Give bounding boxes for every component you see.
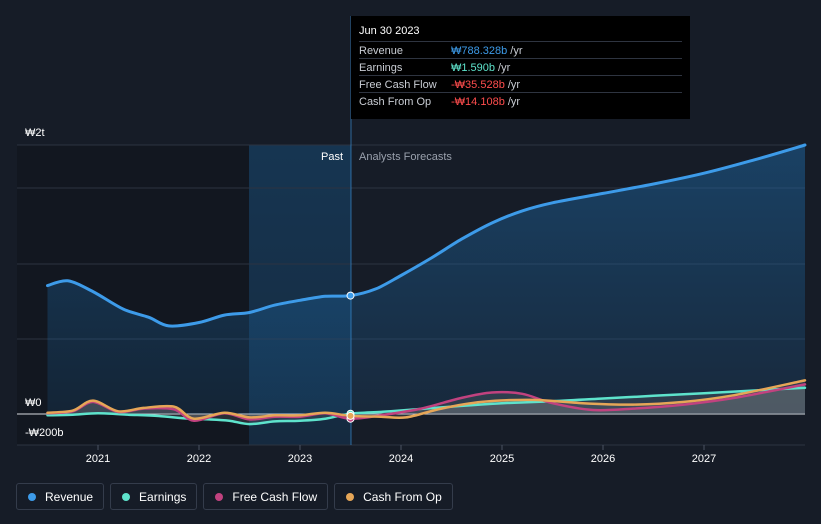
legend-dot-icon bbox=[215, 492, 224, 501]
series-area-free-cash-flow bbox=[47, 384, 805, 421]
y-label-bottom: -₩200b bbox=[25, 427, 64, 439]
y-label-zero: ₩0 bbox=[25, 397, 42, 409]
tooltip-unit: /yr bbox=[507, 79, 521, 91]
tooltip: Jun 30 2023 Revenue ₩788.328b/yr Earning… bbox=[351, 16, 690, 119]
legend-item-earnings[interactable]: Earnings bbox=[110, 483, 198, 510]
tooltip-value: ₩1.590b/yr bbox=[451, 62, 510, 74]
x-tick-label: 2026 bbox=[591, 453, 615, 465]
legend-item-cash-from-op[interactable]: Cash From Op bbox=[334, 483, 453, 510]
legend-label: Free Cash Flow bbox=[232, 489, 318, 504]
legend-label: Revenue bbox=[45, 489, 94, 504]
x-tick-label: 2025 bbox=[490, 453, 514, 465]
x-axis-ticks: 2021 2022 2023 2024 2025 2026 2027 bbox=[86, 445, 716, 465]
x-tick-label: 2022 bbox=[187, 453, 211, 465]
legend-dot-icon bbox=[346, 492, 355, 501]
current-date-markers bbox=[346, 291, 355, 423]
legend-label: Cash From Op bbox=[363, 489, 442, 504]
x-tick-label: 2024 bbox=[389, 453, 413, 465]
tooltip-label: Revenue bbox=[359, 45, 404, 57]
tooltip-unit: /yr bbox=[507, 96, 521, 108]
past-label: Past bbox=[321, 151, 343, 163]
tooltip-row-free-cash-flow: Free Cash Flow -₩35.528b/yr bbox=[359, 75, 682, 93]
tooltip-unit: /yr bbox=[510, 45, 523, 57]
legend-dot-icon bbox=[122, 492, 131, 501]
tooltip-date: Jun 30 2023 bbox=[359, 25, 420, 37]
legend: Revenue Earnings Free Cash Flow Cash Fro… bbox=[16, 483, 453, 511]
tooltip-label: Cash From Op bbox=[359, 96, 432, 108]
series-line-earnings bbox=[46, 386, 807, 426]
tooltip-row-revenue: Revenue ₩788.328b/yr bbox=[359, 41, 682, 59]
tooltip-amount: ₩1.590b bbox=[451, 62, 496, 74]
x-tick-label: 2023 bbox=[288, 453, 312, 465]
tooltip-unit: /yr bbox=[498, 62, 511, 74]
tooltip-amount: -₩35.528b bbox=[451, 79, 505, 91]
tooltip-label: Earnings bbox=[359, 62, 403, 74]
series-marker-cash-from-op bbox=[346, 411, 355, 420]
series-area-revenue bbox=[47, 145, 805, 414]
forecast-label: Analysts Forecasts bbox=[359, 151, 452, 163]
legend-dot-icon bbox=[28, 492, 36, 501]
x-tick-label: 2021 bbox=[86, 453, 110, 465]
legend-label: Earnings bbox=[139, 489, 187, 504]
legend-item-revenue[interactable]: Revenue bbox=[16, 483, 105, 510]
tooltip-row-cash-from-op: Cash From Op -₩14.108b/yr bbox=[359, 92, 682, 110]
y-label-top: ₩2t bbox=[25, 127, 45, 139]
tooltip-label: Free Cash Flow bbox=[359, 79, 437, 91]
x-tick-label: 2027 bbox=[692, 453, 716, 465]
legend-item-free-cash-flow[interactable]: Free Cash Flow bbox=[203, 483, 329, 510]
series-line-cash-from-op bbox=[46, 379, 807, 420]
tooltip-row-earnings: Earnings ₩1.590b/yr bbox=[359, 58, 682, 76]
tooltip-amount: ₩788.328b bbox=[451, 45, 508, 57]
tooltip-value: -₩14.108b/yr bbox=[451, 96, 520, 108]
tooltip-value: ₩788.328b/yr bbox=[451, 45, 523, 57]
series-marker-revenue bbox=[346, 291, 355, 300]
tooltip-amount: -₩14.108b bbox=[451, 96, 505, 108]
tooltip-value: -₩35.528b/yr bbox=[451, 79, 520, 91]
